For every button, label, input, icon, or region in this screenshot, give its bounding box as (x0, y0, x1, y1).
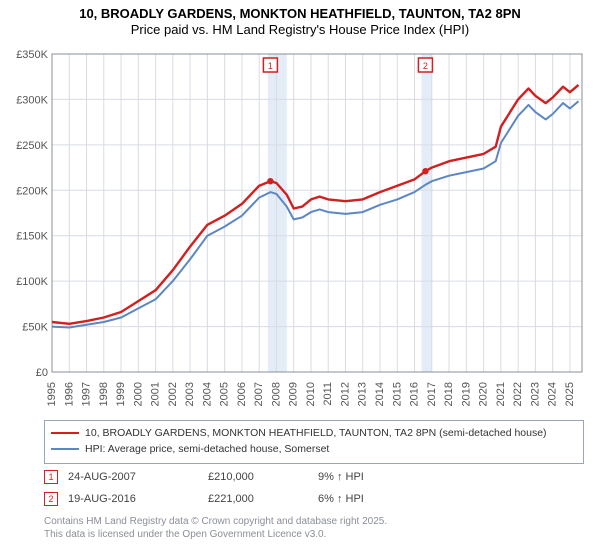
svg-text:1995: 1995 (46, 382, 58, 406)
svg-text:1997: 1997 (81, 382, 93, 406)
svg-text:2015: 2015 (391, 382, 403, 406)
svg-text:£300K: £300K (16, 94, 48, 106)
line-chart-svg: £0 £50K £100K £150K £200K £250K £300K £350K 1995… (10, 50, 590, 410)
marker-row-2: 2 19-AUG-2016 £221,000 6% ↑ HPI (44, 488, 584, 510)
svg-text:2022: 2022 (512, 382, 524, 406)
marker-badge-2: 2 (44, 492, 58, 506)
svg-text:2013: 2013 (357, 382, 369, 406)
svg-text:1998: 1998 (98, 382, 110, 406)
svg-text:£350K: £350K (16, 50, 48, 61)
svg-text:2020: 2020 (478, 382, 490, 406)
svg-text:2003: 2003 (184, 382, 196, 406)
svg-text:2012: 2012 (339, 382, 351, 406)
marker-row-1: 1 24-AUG-2007 £210,000 9% ↑ HPI (44, 466, 584, 488)
svg-text:1996: 1996 (63, 382, 75, 406)
marker-price-1: £210,000 (208, 471, 318, 483)
marker-date-1: 24-AUG-2007 (68, 471, 208, 483)
footer-line1: Contains HM Land Registry data © Crown c… (44, 516, 387, 529)
svg-text:£50K: £50K (22, 322, 48, 334)
svg-text:2011: 2011 (322, 382, 334, 406)
svg-text:£100K: £100K (16, 276, 48, 288)
svg-text:2001: 2001 (150, 382, 162, 406)
chart-container: 10, BROADLY GARDENS, MONKTON HEATHFIELD,… (0, 0, 600, 560)
marker-badge-1: 1 (44, 470, 58, 484)
marker-pct-2: 6% ↑ HPI (318, 493, 428, 505)
svg-text:2007: 2007 (253, 382, 265, 406)
footer-line2: This data is licensed under the Open Gov… (44, 529, 387, 542)
title-line2: Price paid vs. HM Land Registry's House … (0, 22, 600, 38)
svg-text:2021: 2021 (495, 382, 507, 406)
marker-pct-1: 9% ↑ HPI (318, 471, 428, 483)
svg-text:2018: 2018 (443, 382, 455, 406)
marker-price-2: £221,000 (208, 493, 318, 505)
svg-text:£0: £0 (36, 367, 48, 379)
legend-label-hpi: HPI: Average price, semi-detached house,… (85, 443, 329, 455)
svg-text:2025: 2025 (564, 382, 576, 406)
svg-text:2006: 2006 (236, 382, 248, 406)
marker-date-2: 19-AUG-2016 (68, 493, 208, 505)
svg-text:2016: 2016 (409, 382, 421, 406)
svg-text:2017: 2017 (426, 382, 438, 406)
legend-row-hpi: HPI: Average price, semi-detached house,… (51, 441, 577, 457)
svg-text:2009: 2009 (288, 382, 300, 406)
svg-text:2005: 2005 (219, 382, 231, 406)
marker-table: 1 24-AUG-2007 £210,000 9% ↑ HPI 2 19-AUG… (44, 466, 584, 510)
footer-note: Contains HM Land Registry data © Crown c… (44, 516, 387, 541)
svg-text:£150K: £150K (16, 231, 48, 243)
title-line1: 10, BROADLY GARDENS, MONKTON HEATHFIELD,… (0, 6, 600, 22)
svg-text:2: 2 (423, 61, 428, 71)
svg-text:1: 1 (268, 61, 273, 71)
legend-swatch-hpi (51, 448, 79, 450)
svg-text:2002: 2002 (167, 382, 179, 406)
svg-text:2000: 2000 (132, 382, 144, 406)
legend: 10, BROADLY GARDENS, MONKTON HEATHFIELD,… (44, 420, 584, 464)
svg-text:£250K: £250K (16, 140, 48, 152)
svg-text:2008: 2008 (270, 382, 282, 406)
svg-text:2023: 2023 (529, 382, 541, 406)
svg-text:2019: 2019 (460, 382, 472, 406)
title-block: 10, BROADLY GARDENS, MONKTON HEATHFIELD,… (0, 0, 600, 39)
svg-text:£200K: £200K (16, 185, 48, 197)
chart-area: £0 £50K £100K £150K £200K £250K £300K £350K 1995… (10, 50, 590, 410)
svg-text:2010: 2010 (305, 382, 317, 406)
svg-text:2024: 2024 (547, 382, 559, 406)
legend-label-property: 10, BROADLY GARDENS, MONKTON HEATHFIELD,… (85, 427, 547, 439)
svg-text:2004: 2004 (201, 382, 213, 406)
legend-row-property: 10, BROADLY GARDENS, MONKTON HEATHFIELD,… (51, 425, 577, 441)
svg-text:1999: 1999 (115, 382, 127, 406)
legend-swatch-property (51, 432, 79, 434)
svg-text:2014: 2014 (374, 382, 386, 406)
